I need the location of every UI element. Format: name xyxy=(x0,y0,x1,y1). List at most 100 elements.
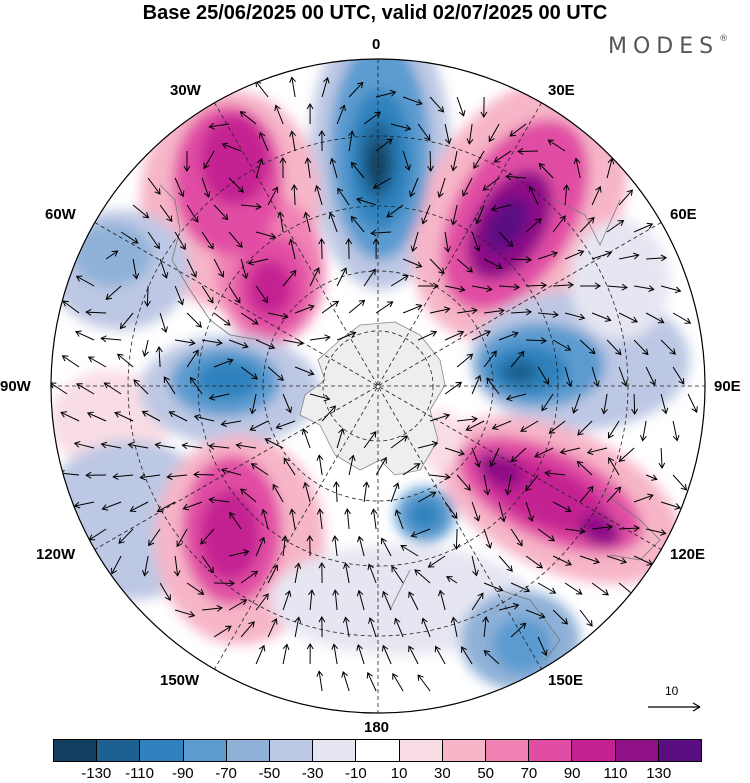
wind-arrow xyxy=(606,219,625,233)
wind-arrow xyxy=(119,312,134,330)
wind-arrow xyxy=(345,238,353,260)
wind-arrow xyxy=(482,177,500,191)
wind-arrow xyxy=(461,646,473,665)
wind-arrow xyxy=(120,231,139,244)
colorbar xyxy=(53,739,702,762)
wind-arrow xyxy=(489,447,500,468)
wind-arrow xyxy=(382,590,392,611)
wind-arrow xyxy=(579,216,595,233)
wind-arrow xyxy=(483,582,504,592)
wind-arrow xyxy=(640,420,647,442)
wind-arrow xyxy=(450,204,458,226)
wind-arrow xyxy=(618,447,635,463)
colorbar-swatch xyxy=(529,740,573,761)
wind-arrow xyxy=(488,123,500,143)
wind-arrow xyxy=(402,463,421,476)
wind-arrow xyxy=(220,420,242,427)
wind-arrow xyxy=(132,258,140,280)
wind-arrow xyxy=(618,312,638,323)
wind-arrow xyxy=(402,304,423,314)
wind-arrow xyxy=(537,251,559,260)
wind-arrow xyxy=(343,562,350,584)
wind-arrow xyxy=(525,501,534,523)
wind-arrow xyxy=(309,267,320,287)
wind-arrow xyxy=(402,258,423,268)
wind-arrow xyxy=(267,312,289,320)
wind-arrow xyxy=(168,411,188,422)
wind-arrow xyxy=(356,589,365,611)
wind-arrow xyxy=(306,535,314,557)
wind-arrow xyxy=(213,258,225,278)
wind-arrow xyxy=(390,482,400,503)
wind-arrow xyxy=(618,189,634,206)
wind-arrow xyxy=(473,150,485,170)
wind-arrow xyxy=(314,184,323,206)
wind-arrow xyxy=(565,527,586,535)
modes-logo: MODES® xyxy=(608,34,728,59)
wind-arrow xyxy=(591,582,609,596)
colorbar-tick-label: -110 xyxy=(125,765,154,782)
colorbar-tick-label: -90 xyxy=(171,765,194,782)
wind-arrow xyxy=(118,528,134,544)
wind-arrow xyxy=(672,366,685,385)
wind-arrow xyxy=(390,274,409,287)
wind-arrow xyxy=(331,535,339,557)
colorbar-swatch xyxy=(356,740,400,761)
colorbar-swatch xyxy=(313,740,357,761)
wind-arrow xyxy=(491,420,512,430)
wind-arrow xyxy=(249,393,257,415)
wind-arrow xyxy=(580,282,602,290)
wind-arrow xyxy=(505,393,527,402)
wind-arrow xyxy=(173,555,181,577)
wind-arrow xyxy=(336,267,347,287)
lon-label-120w: 120W xyxy=(36,546,76,563)
colorbar-tick-label: -30 xyxy=(301,765,324,782)
wind-arrow xyxy=(255,157,264,179)
lon-label-60w: 60W xyxy=(45,206,76,223)
wind-arrow xyxy=(645,312,665,324)
wind-arrow xyxy=(498,555,513,572)
registered-mark: ® xyxy=(719,34,729,44)
wind-arrow xyxy=(294,616,302,638)
colorbar-tick-label: 10 xyxy=(390,765,408,782)
wind-arrow xyxy=(579,555,601,565)
wind-arrow xyxy=(267,366,284,381)
wind-arrow xyxy=(208,122,230,130)
colorbar-tick-label: -50 xyxy=(258,765,281,782)
wind-arrow xyxy=(510,350,525,368)
colorbar-tick-label: 130 xyxy=(646,765,672,782)
wind-arrow xyxy=(282,590,292,611)
wind-arrow xyxy=(493,150,512,163)
wind-arrow xyxy=(391,565,404,584)
wind-arrow xyxy=(240,312,259,325)
wind-arrow xyxy=(318,238,326,260)
wind-arrow xyxy=(579,339,596,355)
wind-arrow xyxy=(336,331,357,341)
wind-arrow xyxy=(139,473,161,481)
wind-arrow xyxy=(687,393,698,413)
wind-arrow xyxy=(537,582,557,594)
wind-arrow xyxy=(631,393,639,415)
colorbar-swatch xyxy=(399,740,443,761)
wind-arrow xyxy=(288,238,296,260)
wind-arrow xyxy=(356,643,365,665)
wind-arrow xyxy=(483,258,503,269)
wind-arrow xyxy=(608,457,620,476)
wind-arrow xyxy=(553,281,575,289)
wind-arrow xyxy=(394,617,404,638)
wind-arrow xyxy=(417,440,439,449)
wind-arrow xyxy=(213,312,231,326)
wind-arrow xyxy=(375,456,387,476)
wind-arrow xyxy=(618,366,628,387)
wind-arrow xyxy=(392,672,404,692)
wind-arrow xyxy=(368,617,377,638)
wind-arrow xyxy=(601,393,608,415)
wind-arrow xyxy=(316,508,324,530)
wind-arrow xyxy=(240,488,257,503)
wind-arrow xyxy=(133,379,149,395)
wind-arrow xyxy=(483,350,497,368)
lon-label-90w: 90W xyxy=(0,378,31,395)
wind-arrow xyxy=(174,231,186,251)
wind-arrow xyxy=(73,501,95,509)
